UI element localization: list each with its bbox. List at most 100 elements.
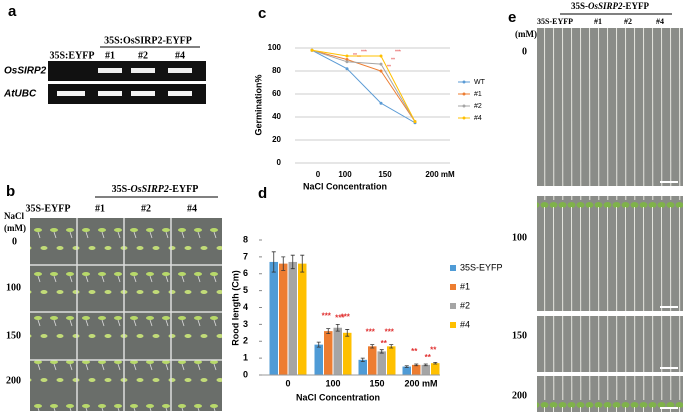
significance: *** (395, 49, 401, 55)
x-tick-label: 100 (325, 378, 340, 388)
header-part: OsSIRP2 (131, 184, 169, 195)
gel (48, 84, 206, 104)
significance: ** (391, 57, 395, 63)
bar (298, 263, 307, 375)
bar (412, 364, 421, 375)
point (310, 48, 314, 52)
significance: *** (366, 328, 376, 337)
panel-label: b (6, 183, 15, 200)
legend-label: #1 (474, 91, 482, 98)
significance: *** (341, 313, 351, 322)
header: 35S:OsSIRP2-EYFP (104, 35, 192, 46)
legend-swatch (462, 92, 466, 96)
row-label: 100 (512, 232, 527, 243)
bar (324, 331, 333, 375)
legend-swatch (450, 322, 456, 328)
chart-c: c 0 20 40 60 80 100 0 100 150 200 mM NaCl Concentra… (253, 5, 485, 191)
row-label: 100 (6, 282, 21, 293)
error-bar (389, 344, 394, 349)
error-bar (404, 365, 409, 368)
scale-bar (660, 181, 678, 409)
error-bar (345, 329, 350, 337)
error-bar (360, 357, 365, 362)
header-part: -EYFP (169, 184, 198, 195)
column-label: #1 (594, 17, 602, 26)
column-label: 35S-EYFP (537, 17, 573, 26)
band (168, 91, 192, 96)
y-tick-label: 7 (243, 251, 248, 261)
panel-e: e 35S-OsSIRP2-EYFP 35S-EYFP #1 #2 #4 (mM… (508, 1, 683, 412)
significance: *** (322, 312, 332, 321)
point (345, 54, 349, 58)
panel-label: d (258, 185, 267, 202)
bar (269, 261, 278, 375)
gel (48, 61, 206, 81)
significance: ** (411, 347, 418, 356)
error-bar (433, 361, 438, 365)
photo-grid (30, 218, 222, 411)
significance: ** (425, 353, 432, 362)
unit: (mM) (4, 223, 26, 233)
row-label: 200 (6, 375, 21, 386)
bar (358, 359, 367, 375)
lane-label: #4 (175, 50, 185, 61)
y-tick-label: 2 (243, 336, 248, 346)
x-tick-label: 0 (285, 378, 290, 388)
bar (387, 346, 396, 375)
point (379, 101, 383, 105)
error-bar (370, 344, 375, 349)
error-bar (326, 328, 331, 335)
bar (333, 327, 342, 375)
point (379, 69, 383, 73)
band (57, 91, 85, 96)
y-tick-label: 80 (272, 66, 281, 75)
band (98, 91, 122, 96)
error-bar (300, 254, 305, 273)
bar (288, 261, 297, 375)
y-tick-label: 100 (268, 43, 282, 52)
legend-swatch (450, 284, 456, 290)
bar (421, 364, 430, 375)
error-bar (379, 349, 384, 354)
panel-label: e (508, 9, 516, 26)
x-axis-label: NaCl Concentration (303, 181, 387, 191)
significance: ** (430, 345, 437, 354)
x-tick-label: 150 (369, 378, 384, 388)
row-label: 0 (522, 46, 527, 57)
unit: NaCl (4, 211, 24, 221)
bar (402, 366, 411, 375)
significance: *** (385, 328, 395, 337)
error-bar (316, 341, 321, 348)
y-tick-label: 40 (272, 112, 281, 121)
photo (537, 196, 683, 311)
row-label: 0 (12, 236, 17, 247)
y-tick-label: 0 (243, 369, 248, 379)
bar (368, 346, 377, 375)
unit: (mM) (515, 29, 537, 39)
point (413, 120, 417, 124)
point (345, 60, 349, 64)
line (311, 49, 416, 124)
significance: *** (361, 49, 367, 55)
y-axis-label: Rood length (Cm) (230, 270, 240, 346)
column-label: 35S-EYFP (26, 203, 71, 214)
y-tick-label: 1 (243, 353, 248, 363)
legend-label: #4 (474, 115, 482, 122)
error-bar (271, 251, 276, 273)
x-axis-label: NaCl Concentration (296, 392, 380, 402)
y-tick-label: 6 (243, 268, 248, 278)
error-bar (423, 363, 428, 367)
legend-swatch (450, 265, 456, 271)
legend-label: WT (474, 79, 486, 86)
error-bar (290, 254, 295, 270)
header-part: 35S- (112, 184, 131, 195)
legend-label: #4 (460, 319, 470, 329)
panel-a: a 35S:OsSIRP2-EYFP 35S:EYFP #1 #2 #4 OsS… (3, 3, 206, 104)
legend-swatch (450, 303, 456, 309)
photo (537, 28, 683, 186)
point (345, 67, 349, 71)
significance: *** (335, 313, 345, 322)
column-label: #4 (656, 17, 664, 26)
legend-label: #1 (460, 281, 470, 291)
